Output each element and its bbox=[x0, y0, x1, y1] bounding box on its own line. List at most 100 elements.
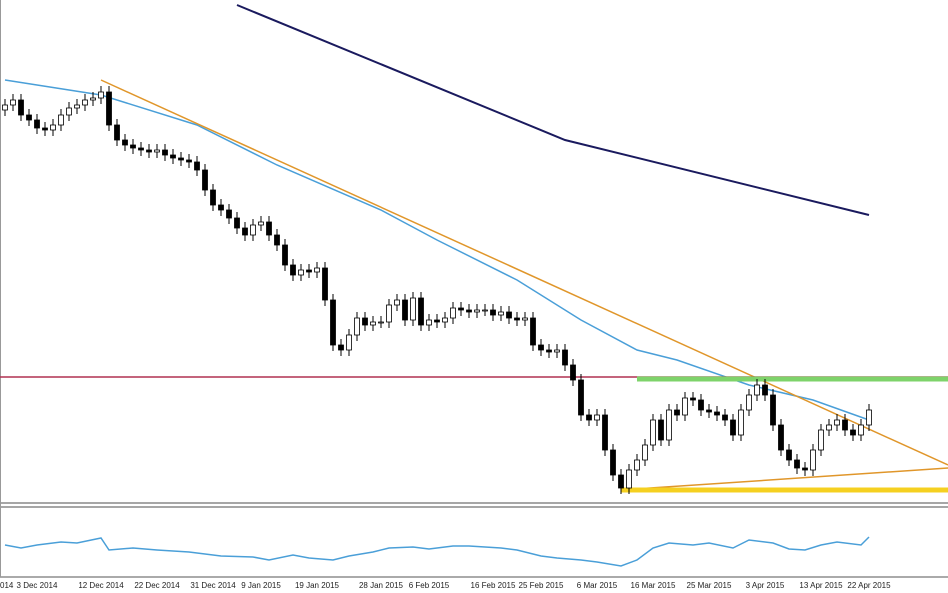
candle-body bbox=[658, 419, 664, 441]
x-tick-label: 9 Jan 2015 bbox=[241, 581, 281, 590]
candle-body bbox=[306, 269, 312, 273]
candle-body bbox=[858, 424, 864, 436]
candle-body bbox=[802, 467, 808, 471]
candle-body bbox=[130, 144, 136, 149]
candle-body bbox=[42, 127, 48, 131]
candle-body bbox=[218, 204, 224, 211]
candle-body bbox=[386, 304, 392, 323]
candle-body bbox=[330, 299, 336, 346]
candle-body bbox=[682, 397, 688, 416]
candle-body bbox=[450, 307, 456, 319]
x-tick-label: 19 Jan 2015 bbox=[295, 581, 340, 590]
candle-body bbox=[562, 349, 568, 366]
candle-body bbox=[474, 309, 480, 313]
x-tick-label: 014 bbox=[0, 581, 14, 590]
candle-body bbox=[170, 154, 176, 159]
x-tick-label: 12 Dec 2014 bbox=[78, 581, 124, 590]
candle-body bbox=[730, 419, 736, 436]
candle-body bbox=[338, 344, 344, 351]
candle-body bbox=[154, 149, 160, 153]
candle-body bbox=[578, 379, 584, 416]
candle-body bbox=[602, 414, 608, 451]
x-tick-label: 22 Dec 2014 bbox=[134, 581, 180, 590]
candle-body bbox=[138, 147, 144, 151]
candle-body bbox=[266, 221, 272, 236]
candle-body bbox=[18, 99, 24, 116]
candle-body bbox=[554, 349, 560, 353]
candle-body bbox=[322, 267, 328, 301]
candle-body bbox=[418, 297, 424, 326]
candle-body bbox=[498, 311, 504, 316]
candle-body bbox=[610, 449, 616, 476]
candle-body bbox=[66, 107, 72, 116]
candle-body bbox=[754, 384, 760, 396]
candle-body bbox=[402, 299, 408, 321]
candle-body bbox=[394, 299, 400, 306]
candle-body bbox=[722, 414, 728, 421]
candle-body bbox=[530, 317, 536, 346]
candle-body bbox=[778, 424, 784, 451]
candle-body bbox=[482, 309, 488, 312]
candle-body bbox=[410, 297, 416, 321]
candle-body bbox=[490, 309, 496, 316]
candle-body bbox=[146, 149, 152, 153]
candle-body bbox=[674, 409, 680, 416]
x-tick-label: 3 Apr 2015 bbox=[746, 581, 785, 590]
candle-body bbox=[114, 124, 120, 141]
candle-body bbox=[690, 397, 696, 401]
candle-body bbox=[82, 99, 88, 106]
candle-body bbox=[34, 119, 40, 129]
x-tick-label: 6 Feb 2015 bbox=[409, 581, 450, 590]
candle-body bbox=[186, 159, 192, 163]
candle-body bbox=[202, 169, 208, 191]
candle-body bbox=[850, 429, 856, 436]
candle-body bbox=[250, 224, 256, 236]
candle-body bbox=[346, 334, 352, 351]
candle-body bbox=[770, 394, 776, 426]
x-tick-label: 3 Dec 2014 bbox=[17, 581, 58, 590]
candle-body bbox=[794, 459, 800, 469]
candle-body bbox=[570, 364, 576, 381]
candle-body bbox=[762, 384, 768, 396]
candle-body bbox=[298, 269, 304, 276]
indicator-line bbox=[620, 467, 948, 491]
candle-body bbox=[290, 264, 296, 276]
candle-body bbox=[866, 409, 872, 426]
candle-body bbox=[442, 317, 448, 323]
candle-body bbox=[746, 394, 752, 411]
x-tick-label: 25 Feb 2015 bbox=[519, 581, 564, 590]
candle-body bbox=[26, 114, 32, 121]
x-tick-label: 16 Mar 2015 bbox=[631, 581, 676, 590]
candle-body bbox=[258, 221, 264, 226]
candle-body bbox=[594, 414, 600, 421]
candle-body bbox=[634, 459, 640, 471]
candle-body bbox=[426, 319, 432, 326]
candle-body bbox=[626, 469, 632, 489]
candle-body bbox=[314, 267, 320, 273]
candle-body bbox=[178, 157, 184, 161]
candle-body bbox=[74, 104, 80, 109]
candle-body bbox=[826, 424, 832, 431]
candle-body bbox=[842, 419, 848, 431]
candle-body bbox=[106, 91, 112, 126]
x-tick-label: 31 Dec 2014 bbox=[190, 581, 236, 590]
candle-body bbox=[786, 449, 792, 461]
candle-body bbox=[122, 139, 128, 146]
candle-body bbox=[546, 349, 552, 353]
candle-body bbox=[50, 124, 56, 131]
x-tick-label: 6 Mar 2015 bbox=[577, 581, 618, 590]
candle-body bbox=[466, 309, 472, 313]
x-tick-label: 28 Jan 2015 bbox=[359, 581, 404, 590]
candle-body bbox=[586, 414, 592, 421]
indicator-line bbox=[4, 536, 870, 567]
x-tick-label: 13 Apr 2015 bbox=[799, 581, 843, 590]
x-tick-label: 22 Apr 2015 bbox=[847, 581, 891, 590]
candle-body bbox=[650, 419, 656, 446]
candle-body bbox=[666, 409, 672, 441]
candle-body bbox=[818, 429, 824, 451]
candle-body bbox=[242, 227, 248, 236]
candle-body bbox=[698, 399, 704, 411]
candle-body bbox=[642, 444, 648, 461]
candle-body bbox=[506, 311, 512, 319]
